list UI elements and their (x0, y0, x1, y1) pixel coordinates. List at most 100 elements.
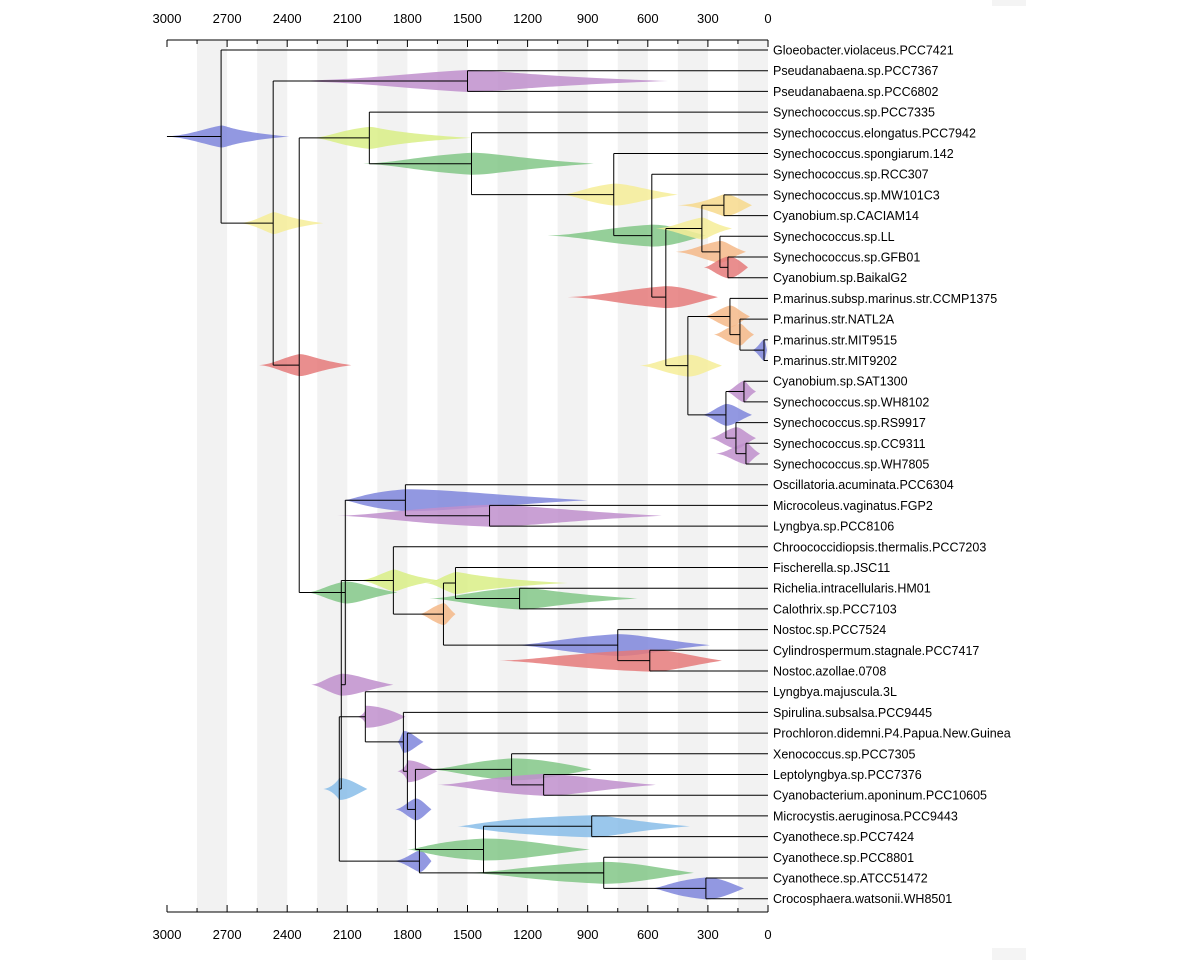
axis-bottom-tick-label: 1800 (393, 927, 422, 942)
taxon-label: Cyanothece.sp.PCC8801 (773, 851, 914, 865)
time-band-3 (377, 40, 408, 912)
taxon-label: Richelia.intracellularis.HM01 (773, 582, 931, 596)
axis-top-tick-label: 3000 (153, 11, 182, 26)
time-band-8 (677, 40, 708, 912)
axis-top-tick-label: 0 (764, 11, 771, 26)
taxon-label: Cyanothece.sp.PCC7424 (773, 830, 914, 844)
axis-top-tick-label: 2400 (273, 11, 302, 26)
taxon-label: Crocosphaera.watsonii.WH8501 (773, 892, 952, 906)
age-distribution-I3 (701, 403, 752, 426)
taxon-label: Xenococcus.sp.PCC7305 (773, 747, 915, 761)
taxon-label: Synechococcus.sp.CC9311 (773, 437, 926, 451)
axis-top-tick-label: 600 (637, 11, 659, 26)
time-band-0 (197, 40, 228, 912)
axis-top-tick-label: 900 (577, 11, 599, 26)
taxon-label: Cyanobacterium.aponinum.PCC10605 (773, 789, 987, 803)
taxon-label: Gloeobacter.violaceus.PCC7421 (773, 44, 954, 58)
taxon-label: Spirulina.subsalsa.PCC9445 (773, 706, 932, 720)
taxon-label: Chroococcidiopsis.thermalis.PCC7203 (773, 540, 986, 554)
age-distribution-G (567, 286, 718, 309)
age-distribution-T3 (437, 773, 656, 796)
age-distribution-N (359, 569, 440, 592)
time-band-1 (257, 40, 288, 912)
taxon-label: Synechococcus.sp.RS9917 (773, 416, 926, 430)
taxon-label: Synechococcus.sp.LL (773, 230, 895, 244)
time-band-7 (617, 40, 648, 912)
top-right-mark (992, 0, 1026, 6)
axis-bottom-tick-label: 0 (764, 927, 771, 942)
taxon-label: Oscillatoria.acuminata.PCC6304 (773, 478, 954, 492)
taxon-label: Synechococcus.sp.WH8102 (773, 395, 929, 409)
age-distribution-Q2 (499, 649, 722, 672)
taxon-label: Calothrix.sp.PCC7103 (773, 602, 897, 616)
age-distribution-R (323, 777, 368, 800)
axis-bottom-tick-label: 900 (577, 927, 599, 942)
age-distribution-K (307, 581, 398, 604)
taxon-label: Nostoc.azollae.0708 (773, 665, 886, 679)
age-distribution-L (343, 489, 588, 512)
taxon-labels: Gloeobacter.violaceus.PCC7421 Pseudanabae… (773, 44, 1011, 907)
taxon-label: Synechococcus.sp.WH7805 (773, 458, 929, 472)
age-distribution-P3 (429, 587, 638, 610)
taxon-label: Synechococcus.sp.MW101C3 (773, 188, 940, 202)
age-distribution-S2 (397, 730, 424, 753)
axis-top-tick-label: 1800 (393, 11, 422, 26)
taxon-label: P.marinus.str.MIT9202 (773, 354, 897, 368)
taxon-label: Leptolyngbya.sp.PCC7376 (773, 768, 922, 782)
age-distribution-E (561, 183, 678, 206)
tree-branches (167, 49, 768, 900)
taxon-label: P.marinus.str.MIT9515 (773, 333, 897, 347)
taxon-label: Microcoleus.vaginatus.FGP2 (773, 499, 933, 513)
axis-bottom-tick-label: 2400 (273, 927, 302, 942)
time-band-2 (317, 40, 348, 912)
axis-top-tick-label: 2700 (213, 11, 242, 26)
axis-bottom-tick-label: 3000 (153, 927, 182, 942)
axis-bottom-tick-label: 1500 (453, 927, 482, 942)
bottom-right-mark (992, 948, 1026, 960)
age-distribution-D (363, 152, 594, 175)
axis-top-tick-label: 1200 (513, 11, 542, 26)
age-distribution-L2 (337, 504, 662, 527)
taxon-label: Synechococcus.spongiarum.142 (773, 147, 954, 161)
age-distribution-P1 (287, 70, 668, 93)
taxon-label: Synechococcus.sp.GFB01 (773, 251, 920, 265)
taxon-label: Synechococcus.sp.PCC7335 (773, 106, 935, 120)
age-distribution-C (313, 126, 472, 149)
time-axis-bottom: 3000 2700 2400 2100 1800 1500 1200 900 600 300 0 (153, 905, 772, 942)
taxon-label: Nostoc.sp.PCC7524 (773, 623, 886, 637)
taxon-label: Pseudanabaena.sp.PCC6802 (773, 85, 938, 99)
time-axis-top: 3000 2700 2400 2100 1800 1500 1200 900 600 300 0 (153, 11, 772, 47)
age-distribution-P2 (425, 572, 568, 595)
age-distribution-M (311, 673, 394, 696)
time-band-9 (737, 40, 768, 912)
taxon-label: Synechococcus.elongatus.PCC7942 (773, 126, 976, 140)
axis-top-tick-label: 300 (697, 11, 719, 26)
taxon-label: P.marinus.str.NATL2A (773, 313, 895, 327)
taxon-label: Lyngbya.sp.PCC8106 (773, 520, 894, 534)
age-distribution-B (259, 354, 352, 377)
taxon-label: P.marinus.subsp.marinus.str.CCMP1375 (773, 292, 997, 306)
taxon-label: Pseudanabaena.sp.PCC7367 (773, 64, 938, 78)
axis-bottom-tick-label: 600 (637, 927, 659, 942)
age-distribution-S (357, 705, 406, 728)
taxon-label: Lyngbya.majuscula.3L (773, 685, 897, 699)
axis-top-tick-label: 1500 (453, 11, 482, 26)
taxon-label: Synechococcus.sp.RCC307 (773, 168, 929, 182)
age-distribution-A (239, 212, 324, 235)
taxon-label: Cyanobium.sp.BaikalG2 (773, 271, 907, 285)
taxon-label: Fischerella.sp.JSC11 (773, 561, 890, 575)
axis-top-tick-label: 2100 (333, 11, 362, 26)
axis-bottom-tick-label: 2100 (333, 927, 362, 942)
taxon-label: Cyanobium.sp.SAT1300 (773, 375, 908, 389)
axis-bottom-tick-label: 300 (697, 927, 719, 942)
taxon-label: Microcystis.aeruginosa.PCC9443 (773, 809, 958, 823)
taxon-label: Cyanothece.sp.ATCC51472 (773, 872, 928, 886)
taxon-label: Cyanobium.sp.CACIAM14 (773, 209, 919, 223)
taxon-label: Prochloron.didemni.P4.Papua.New.Guinea (773, 727, 1011, 741)
taxon-label: Cylindrospermum.stagnale.PCC7417 (773, 644, 979, 658)
axis-bottom-tick-label: 1200 (513, 927, 542, 942)
age-distribution-V (407, 838, 590, 861)
axis-bottom-tick-label: 2700 (213, 927, 242, 942)
age-distribution-root (164, 125, 290, 148)
